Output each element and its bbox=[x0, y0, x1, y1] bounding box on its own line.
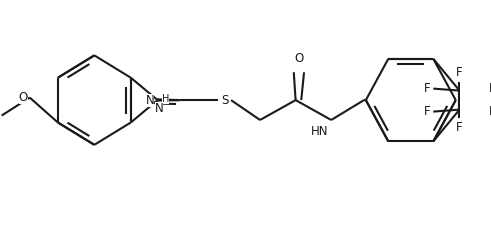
Text: O: O bbox=[295, 52, 304, 65]
Text: F: F bbox=[489, 82, 491, 95]
Text: F: F bbox=[456, 121, 463, 134]
Text: F: F bbox=[424, 105, 431, 118]
Text: S: S bbox=[221, 94, 228, 107]
Text: F: F bbox=[424, 82, 431, 95]
Text: H: H bbox=[162, 94, 169, 104]
Text: N: N bbox=[155, 102, 164, 115]
Text: HN: HN bbox=[311, 125, 328, 138]
Text: O: O bbox=[19, 91, 28, 104]
Text: N: N bbox=[145, 94, 154, 107]
Text: F: F bbox=[489, 105, 491, 118]
Text: F: F bbox=[456, 66, 463, 79]
